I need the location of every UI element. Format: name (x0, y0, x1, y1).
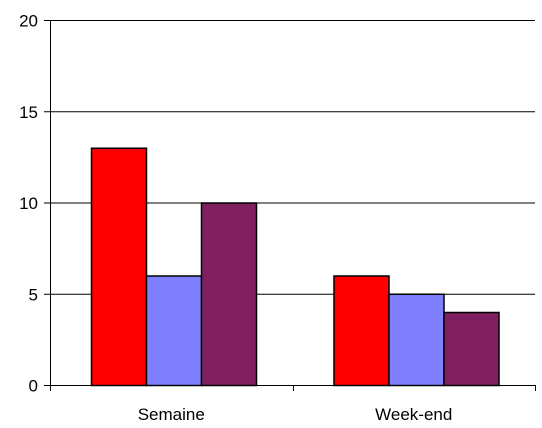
y-tick-label-4: 20 (19, 12, 38, 31)
y-tick-label-2: 10 (19, 194, 38, 213)
x-category-labels: Semaine Week-end (138, 405, 453, 424)
y-tick-labels: 0 5 10 15 20 (19, 12, 38, 396)
bars (90, 147, 500, 387)
x-category-label-week-end: Week-end (375, 405, 452, 424)
bar-series1-semaine (90, 147, 148, 387)
bar-series2-week-end (388, 293, 445, 387)
bar-series3-semaine (200, 202, 258, 387)
y-tick-label-0: 0 (29, 377, 38, 396)
bar-series2-semaine (145, 275, 203, 387)
x-category-label-semaine: Semaine (138, 405, 205, 424)
y-tick-label-3: 15 (19, 103, 38, 122)
y-tick-label-1: 5 (29, 285, 38, 304)
bar-series3-week-end (443, 311, 500, 387)
axes (44, 20, 536, 391)
bar-series1-week-end (333, 275, 390, 387)
